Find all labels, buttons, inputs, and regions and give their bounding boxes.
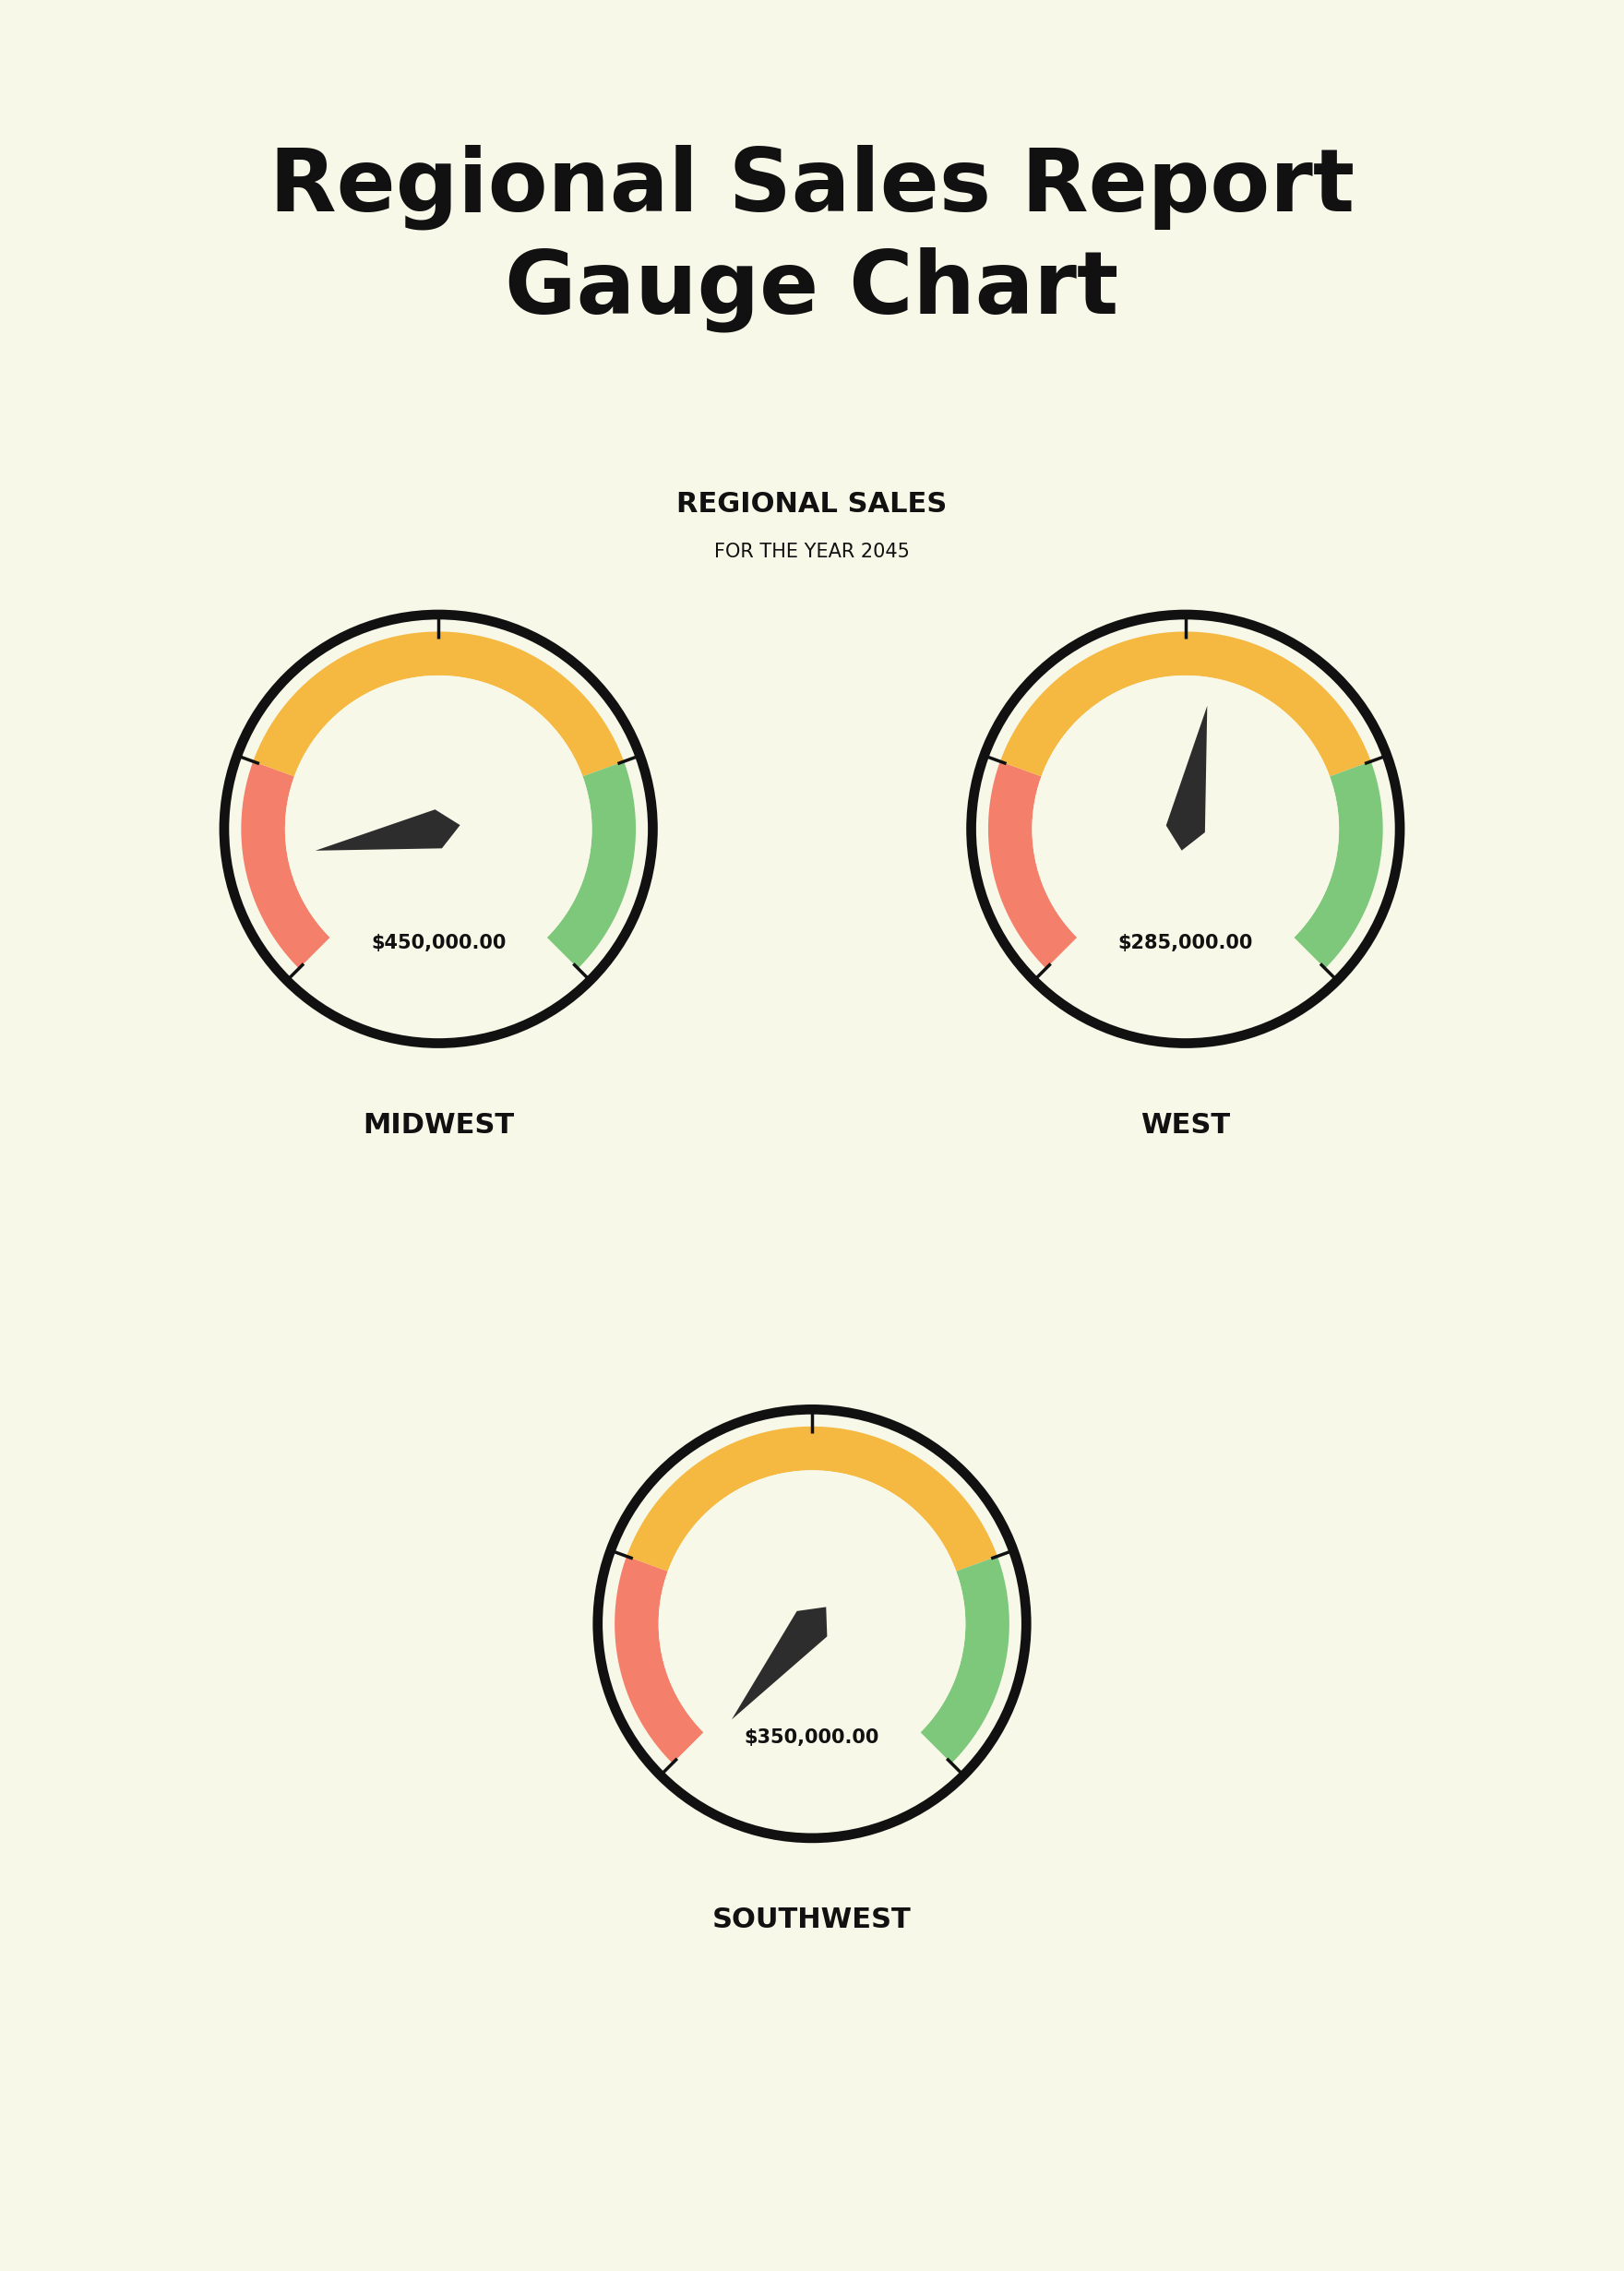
Polygon shape — [921, 1556, 1009, 1762]
Text: WEST: WEST — [1140, 1111, 1231, 1138]
Polygon shape — [1000, 631, 1371, 777]
Polygon shape — [989, 761, 1077, 967]
Polygon shape — [1294, 761, 1382, 967]
Ellipse shape — [804, 1615, 820, 1633]
Text: $450,000.00: $450,000.00 — [370, 933, 507, 952]
Text: $350,000.00: $350,000.00 — [744, 1728, 880, 1746]
Text: REGIONAL SALES: REGIONAL SALES — [677, 491, 947, 518]
Polygon shape — [1166, 706, 1207, 852]
Text: $285,000.00: $285,000.00 — [1117, 933, 1254, 952]
Ellipse shape — [219, 609, 658, 1049]
Ellipse shape — [1033, 674, 1338, 983]
Text: Regional Sales Report
Gauge Chart: Regional Sales Report Gauge Chart — [270, 145, 1354, 332]
Ellipse shape — [430, 820, 447, 838]
Polygon shape — [732, 1608, 827, 1719]
Ellipse shape — [593, 1403, 1031, 1844]
Ellipse shape — [659, 1469, 965, 1778]
Polygon shape — [253, 631, 624, 777]
Ellipse shape — [286, 674, 593, 983]
Polygon shape — [315, 808, 460, 852]
Ellipse shape — [966, 609, 1405, 1049]
Ellipse shape — [603, 1415, 1021, 1833]
Polygon shape — [242, 761, 330, 967]
Ellipse shape — [229, 620, 648, 1038]
Polygon shape — [627, 1426, 997, 1572]
Text: MIDWEST: MIDWEST — [362, 1111, 515, 1138]
Text: FOR THE YEAR 2045: FOR THE YEAR 2045 — [715, 543, 909, 561]
Ellipse shape — [976, 620, 1395, 1038]
Polygon shape — [615, 1556, 703, 1762]
Ellipse shape — [1177, 820, 1194, 838]
Polygon shape — [547, 761, 635, 967]
Text: SOUTHWEST: SOUTHWEST — [713, 1905, 911, 1933]
